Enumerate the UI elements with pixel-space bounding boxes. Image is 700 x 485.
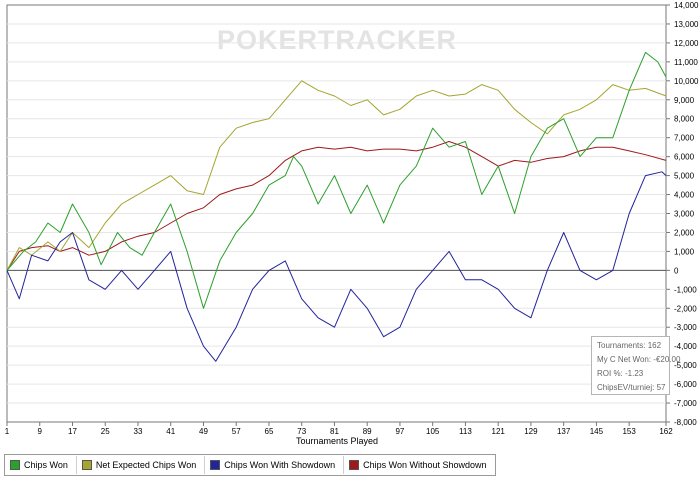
stats-tournaments: Tournaments: 162 [597, 341, 662, 350]
y-tick-label: 8,000 [674, 115, 695, 124]
legend-label: Net Expected Chips Won [95, 460, 197, 470]
y-tick-label: -8,000 [674, 418, 697, 427]
y-tick-label: -1,000 [674, 285, 697, 294]
x-axis-ticks: 1 9 17 25 33 41 49 57 65 73 81 89 97 105 113 121 129 137 1… [5, 422, 673, 436]
y-tick-label: 6,000 [674, 153, 695, 162]
x-tick-label: 73 [297, 427, 306, 436]
x-tick-label: 105 [426, 427, 440, 436]
legend-label: Chips Won Without Showdown [363, 460, 487, 470]
x-tick-label: 97 [395, 427, 404, 436]
x-tick-label: 81 [330, 427, 339, 436]
y-tick-label: 3,000 [674, 210, 695, 219]
y-tick-label: -2,000 [674, 304, 697, 313]
stats-chipsev: ChipsEV/turniej: 57 [597, 383, 666, 392]
y-tick-label: 12,000 [674, 39, 699, 48]
y-tick-label: -4,000 [674, 342, 697, 351]
x-tick-label: 9 [38, 427, 43, 436]
series-line-chips-won-with-showdown [6, 171, 667, 362]
x-tick-label: 113 [459, 427, 472, 436]
x-tick-label: 57 [232, 427, 241, 436]
y-tick-label: 9,000 [674, 96, 695, 105]
y-tick-label: 0 [674, 266, 679, 275]
x-tick-label: 25 [101, 427, 110, 436]
legend-swatch-chips-won [10, 460, 20, 470]
legend-label: Chips Won With Showdown [224, 460, 336, 470]
y-tick-label: -7,000 [674, 399, 697, 408]
y-tick-label: 4,000 [674, 191, 695, 200]
x-tick-label: 33 [134, 427, 143, 436]
grid-lines [7, 23, 666, 404]
series-line-chips-won [6, 51, 667, 309]
x-tick-label: 153 [622, 427, 636, 436]
stats-box: Tournaments: 162 My C Net Won: -€20.00 R… [591, 336, 681, 395]
x-tick-label: 145 [590, 427, 604, 436]
y-tick-label: 14,000 [674, 1, 699, 10]
series-line-net-expected-chips-won [6, 80, 667, 271]
y-tick-label: 2,000 [674, 228, 695, 237]
legend-item-with-showdown[interactable]: Chips Won With Showdown [204, 456, 343, 474]
legend-item-net-expected[interactable]: Net Expected Chips Won [75, 456, 204, 474]
y-tick-label: -5,000 [674, 361, 697, 370]
pokertracker-watermark: POKERTRACKER [217, 25, 457, 55]
y-tick-label: 10,000 [674, 77, 699, 86]
y-tick-label: -6,000 [674, 380, 697, 389]
legend-swatch-without-showdown [349, 460, 360, 470]
x-tick-label: 49 [199, 427, 208, 436]
y-tick-label: 13,000 [674, 20, 699, 29]
y-tick-label: 5,000 [674, 172, 695, 181]
legend-item-without-showdown[interactable]: Chips Won Without Showdown [343, 456, 494, 474]
legend-swatch-net-expected [81, 460, 92, 470]
x-tick-label: 89 [363, 427, 372, 436]
stats-net-won: My C Net Won: -€20.00 [597, 355, 681, 364]
y-tick-label: 1,000 [674, 247, 695, 256]
y-tick-label: 7,000 [674, 134, 695, 143]
y-tick-label: -3,000 [674, 323, 697, 332]
y-axis-ticks: -8,000 -7,000 -6,000 -5,000 -4,000 -3,000 -2,0… [666, 1, 699, 427]
stats-roi: ROI %: -1.23 [597, 369, 644, 378]
x-tick-label: 137 [557, 427, 571, 436]
series-lines [6, 51, 667, 362]
x-tick-label: 1 [5, 427, 10, 436]
x-axis-label: Tournaments Played [296, 436, 378, 446]
x-tick-label: 162 [659, 427, 673, 436]
x-tick-label: 65 [265, 427, 274, 436]
legend-swatch-with-showdown [210, 460, 221, 470]
x-tick-label: 129 [524, 427, 538, 436]
series-line-chips-won-without-showdown [6, 141, 667, 271]
x-tick-label: 41 [166, 427, 175, 436]
x-tick-label: 121 [492, 427, 506, 436]
x-tick-label: 17 [68, 427, 77, 436]
y-tick-label: 11,000 [674, 58, 698, 67]
legend-item-chips-won[interactable]: Chips Won [5, 456, 76, 474]
legend-label: Chips Won [24, 460, 68, 470]
chart-legend: Chips Won Net Expected Chips Won Chips W… [4, 454, 496, 476]
